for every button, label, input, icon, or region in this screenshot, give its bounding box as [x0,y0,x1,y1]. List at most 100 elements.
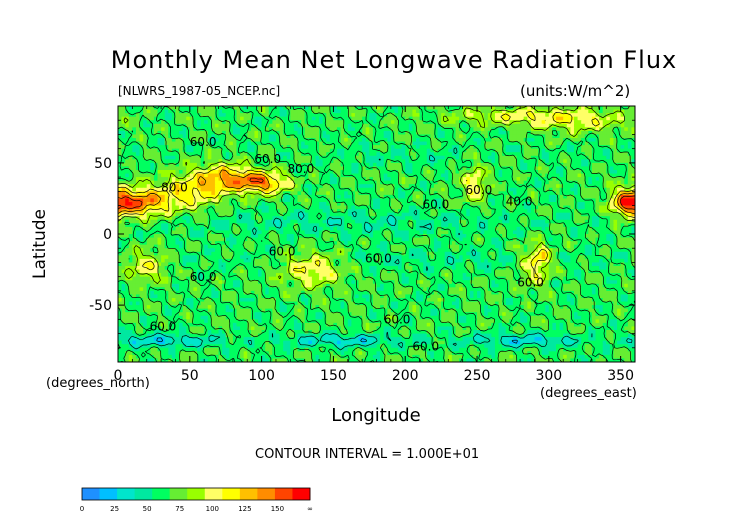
heatmap-cell [354,219,360,224]
heatmap-cell [620,138,625,143]
heatmap-cell [229,134,234,139]
heatmap-cell [297,109,302,114]
heatmap-cell [412,226,417,232]
heatmap-cell [150,219,155,224]
heatmap-cell [333,216,338,221]
heatmap-cell [258,187,263,192]
heatmap-cell [448,202,453,207]
heatmap-cell [505,123,510,128]
heatmap-cell [523,141,528,146]
heatmap-cell [548,209,554,214]
heatmap-cell [258,173,263,178]
heatmap-cell [308,166,313,171]
heatmap-cell [326,180,331,185]
heatmap-cell [620,205,625,210]
heatmap-cell [502,184,507,189]
heatmap-cell [548,113,554,118]
heatmap-cell [254,152,259,157]
heatmap-cell [552,159,557,164]
heatmap-cell [304,141,309,146]
heatmap-cell [128,130,133,136]
heatmap-cell [398,127,403,132]
heatmap-cell [477,145,482,150]
heatmap-cell [491,130,496,136]
heatmap-cell [462,198,467,203]
heatmap-cell [401,155,406,160]
heatmap-cell [200,159,205,164]
heatmap-cell [354,141,360,146]
heatmap-cell [157,170,162,175]
heatmap-cell [512,123,518,128]
heatmap-cell [168,123,173,128]
heatmap-cell [146,194,151,200]
heatmap-cell [415,212,421,217]
heatmap-cell [538,219,543,224]
heatmap-cell [599,209,604,214]
heatmap-cell [279,173,284,178]
heatmap-cell [369,134,374,139]
heatmap-cell [232,120,238,125]
heatmap-cell [380,219,385,224]
heatmap-cell [344,155,349,160]
heatmap-cell [304,155,309,160]
heatmap-cell [624,148,629,153]
heatmap-cell [430,177,435,182]
heatmap-cell [229,155,234,160]
heatmap-cell [383,155,388,160]
heatmap-cell [512,191,518,196]
heatmap-cell [218,187,223,192]
heatmap-cell [599,194,604,200]
heatmap-cell [520,141,525,146]
heatmap-cell [279,177,284,182]
heatmap-cell [394,173,399,178]
heatmap-cell [225,109,230,114]
units-label: (units:W/m^2) [520,82,631,100]
heatmap-cell [430,205,435,210]
heatmap-cell [261,141,266,146]
heatmap-cell [232,123,238,128]
heatmap-cell [261,116,266,121]
heatmap-cell [247,202,252,207]
heatmap-cell [186,120,191,125]
heatmap-cell [387,120,392,125]
heatmap-cell [433,166,439,171]
heatmap-cell [322,173,327,178]
heatmap-cell [283,216,288,221]
heatmap-cell [344,162,349,168]
heatmap-cell [401,152,406,157]
heatmap-cell [556,173,561,178]
heatmap-cell [200,113,205,118]
heatmap-cell [602,109,607,114]
heatmap-cell [426,202,431,207]
heatmap-cell [286,219,291,224]
heatmap-cell [200,184,205,189]
heatmap-cell [143,145,148,150]
heatmap-cell [469,159,475,164]
heatmap-cell [552,116,557,121]
heatmap-cell [588,202,593,207]
heatmap-cell [121,184,126,189]
heatmap-cell [527,145,532,150]
heatmap-cell [322,205,327,210]
heatmap-cell [258,127,263,132]
heatmap-cell [143,209,148,214]
heatmap-cell [150,177,155,182]
heatmap-cell [530,212,536,217]
heatmap-cell [175,173,180,178]
heatmap-cell [179,159,184,164]
heatmap-cell [401,205,406,210]
heatmap-cell [412,138,417,143]
heatmap-cell [254,134,259,139]
heatmap-cell [502,180,507,185]
heatmap-cell [577,134,582,139]
heatmap-cell [401,219,406,224]
heatmap-cell [304,209,309,214]
heatmap-cell [157,113,162,118]
heatmap-cell [473,212,478,217]
heatmap-cell [441,130,446,136]
heatmap-cell [139,173,144,178]
heatmap-cell [293,166,299,171]
heatmap-cell [258,205,263,210]
heatmap-cell [218,177,223,182]
heatmap-cell [502,155,507,160]
